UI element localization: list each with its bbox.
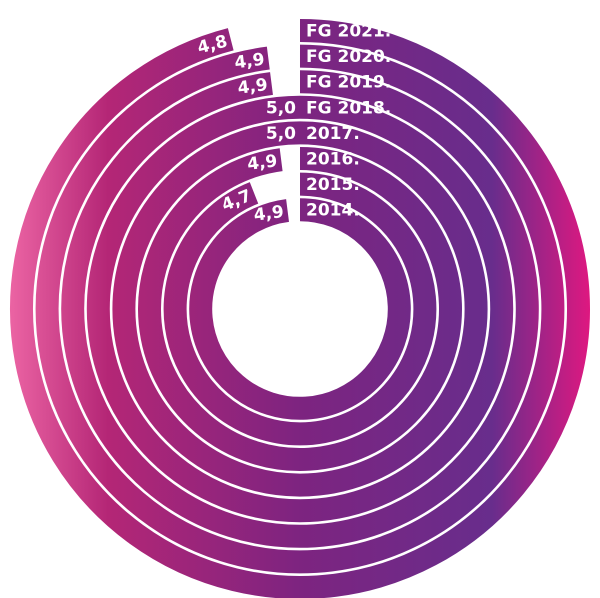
category-label: 2017. (306, 124, 360, 144)
ring-bar (189, 198, 411, 420)
value-label: 4,9 (246, 151, 278, 175)
value-label: 4,8 (195, 32, 229, 59)
value-label: 5,0 (266, 124, 296, 144)
ring-bar (61, 70, 539, 548)
ring-bar (138, 147, 462, 471)
category-label: 2015. (306, 175, 360, 195)
ring-bar (10, 19, 590, 598)
category-label: FG 2021. (306, 22, 391, 42)
ring-bar (112, 121, 488, 497)
category-label: 2016. (306, 150, 360, 170)
value-label: 5,0 (266, 98, 296, 118)
ring-bar (86, 95, 514, 523)
value-label: 4,9 (233, 50, 265, 74)
value-label: 4,9 (237, 75, 269, 99)
category-label: 2014. (306, 201, 360, 221)
category-label: FG 2019. (306, 73, 391, 93)
value-label: 4,9 (253, 202, 285, 226)
ring-bar (35, 44, 565, 574)
category-label: FG 2018. (306, 98, 391, 118)
category-label: FG 2020. (306, 47, 391, 67)
ring-bar (163, 172, 437, 446)
